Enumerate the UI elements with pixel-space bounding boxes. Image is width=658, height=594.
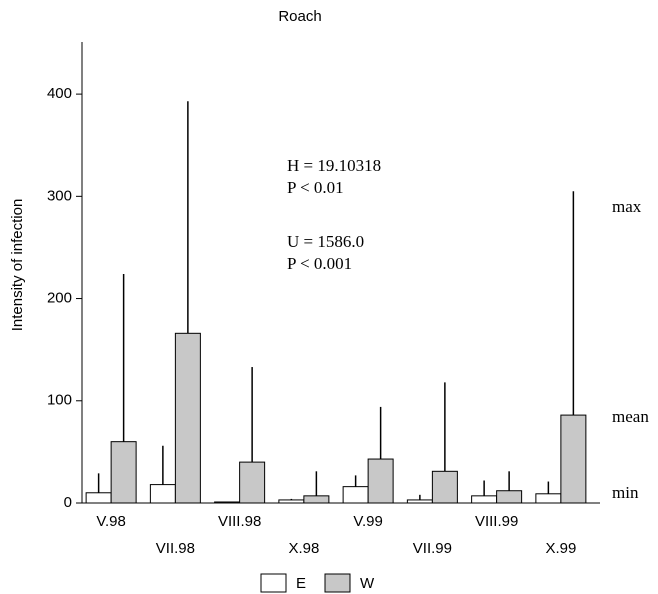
stat-text: U = 1586.0 [287,232,364,251]
bar [85,492,112,504]
side-label: min [612,483,639,502]
stat-text: H = 19.10318 [287,156,381,175]
side-label: max [612,197,642,216]
legend-swatch [260,573,287,593]
stat-text: P < 0.01 [287,178,344,197]
y-tick-label: 0 [64,494,72,511]
bar [367,458,394,504]
bar [471,495,498,504]
y-tick-label: 300 [47,187,72,204]
bar [535,493,562,504]
y-axis-label: Intensity of infection [9,199,26,332]
x-tick-label: X.99 [545,540,576,557]
x-tick-label: V.98 [96,513,125,530]
stat-text: P < 0.001 [287,254,352,273]
bar [496,490,523,504]
x-tick-label: X.98 [288,540,319,557]
y-tick-label: 400 [47,85,72,102]
y-tick-label: 100 [47,392,72,409]
legend-label: W [360,575,375,592]
bar [174,332,201,504]
bar [214,501,241,504]
x-tick-label: VIII.98 [218,513,261,530]
y-tick-label: 200 [47,290,72,307]
bar [278,499,305,504]
legend-label: E [296,575,306,592]
bar [560,414,587,504]
legend-swatch [324,573,351,593]
bar [431,470,458,504]
bar [110,441,137,504]
x-tick-label: VII.99 [413,540,452,557]
bar [239,461,266,504]
x-tick-label: VII.98 [156,540,195,557]
bar [303,495,330,504]
bar [149,484,176,504]
bar [342,486,369,504]
x-tick-label: VIII.99 [475,513,518,530]
side-label: mean [612,407,649,426]
x-tick-label: V.99 [353,513,382,530]
bar [406,499,433,504]
chart-title: Roach [278,8,321,25]
